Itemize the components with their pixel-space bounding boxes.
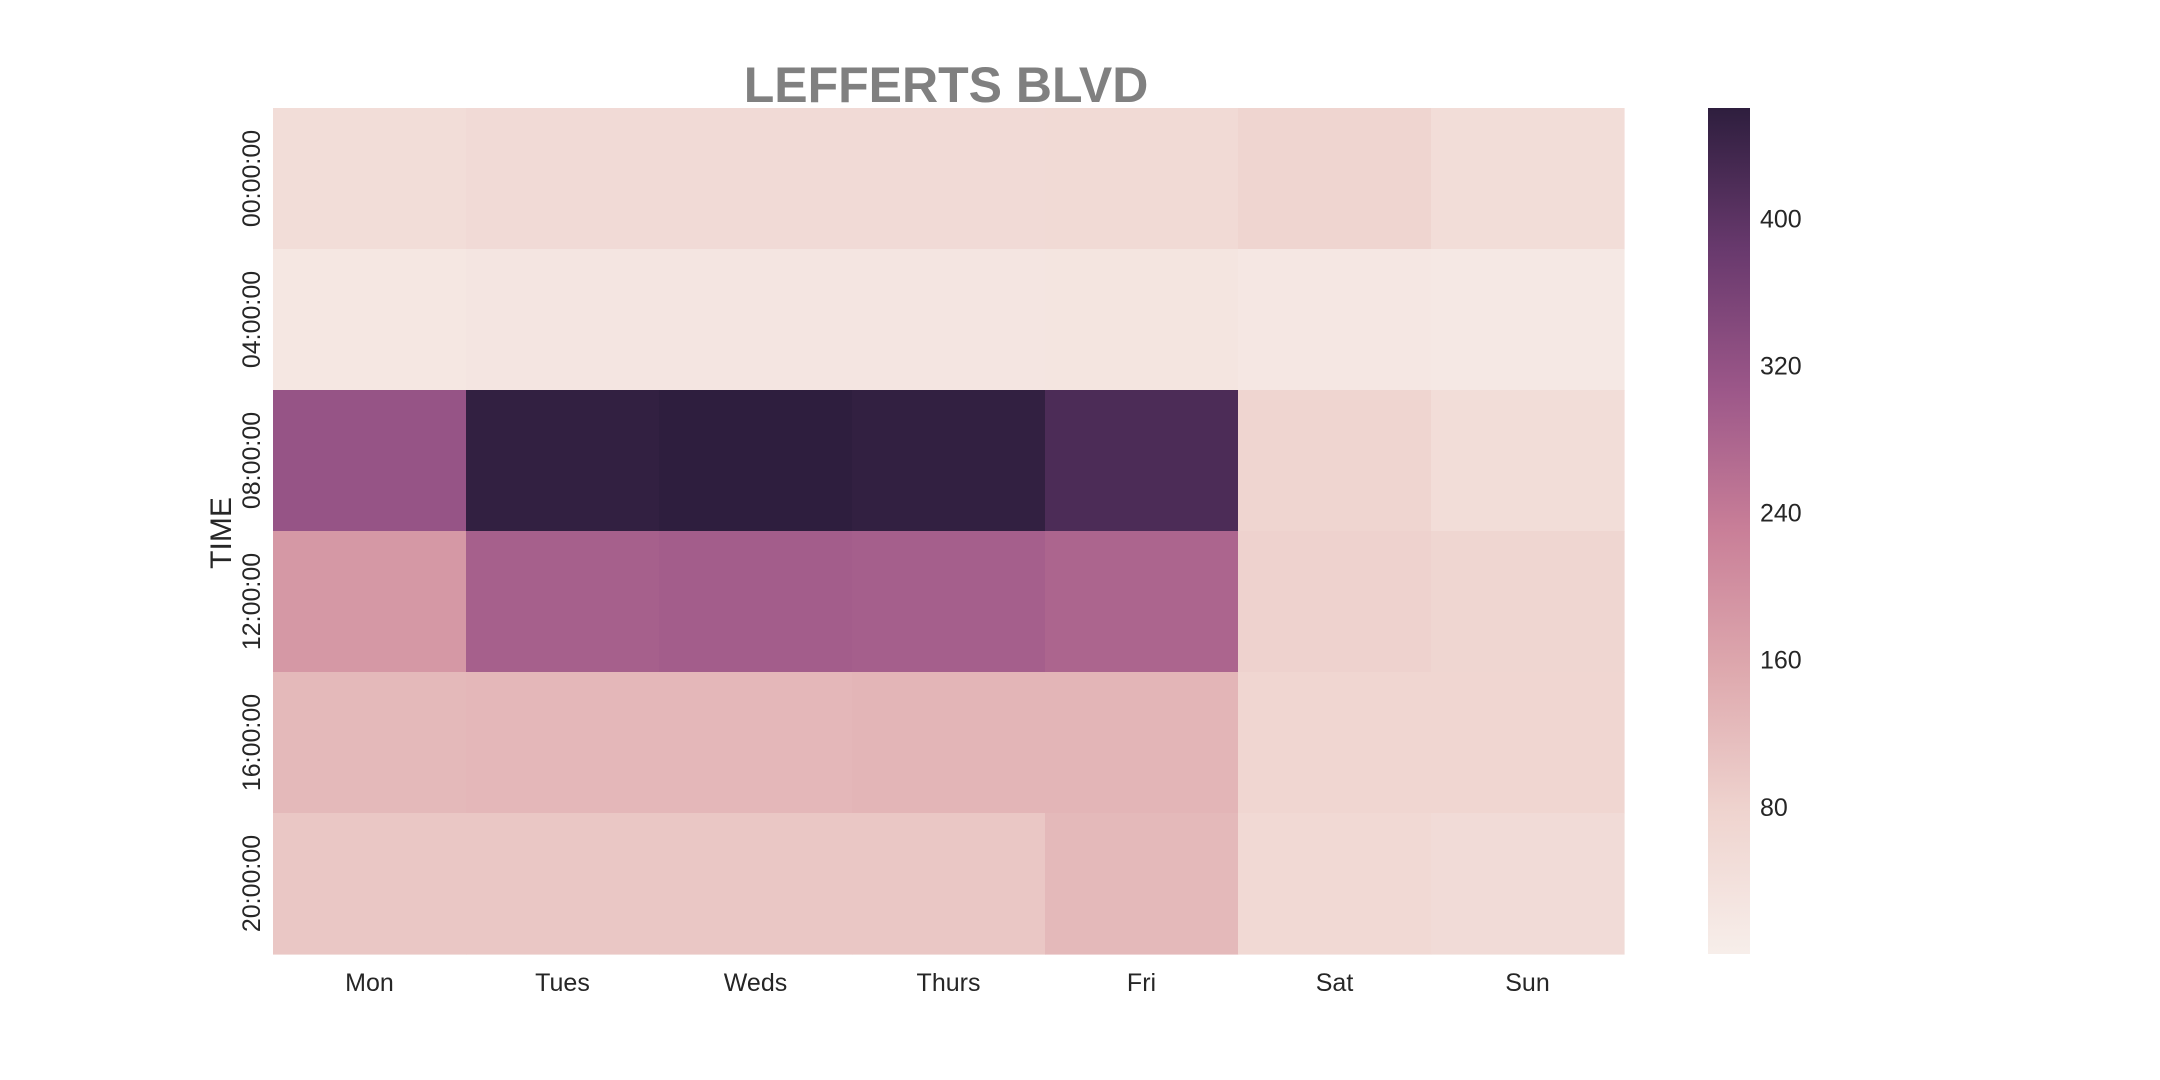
- heatmap-cell: [1238, 108, 1432, 250]
- heatmap-cell: [1431, 672, 1625, 814]
- heatmap-cell: [852, 813, 1046, 955]
- heatmap-cell: [1238, 531, 1432, 673]
- heatmap-cell: [852, 531, 1046, 673]
- y-axis-label: TIME: [205, 497, 238, 569]
- heatmap-cell: [466, 249, 660, 391]
- y-tick-label: 08:00:00: [238, 412, 266, 509]
- heatmap-cell: [1238, 672, 1432, 814]
- heatmap-cell: [659, 249, 853, 391]
- x-tick-label: Tues: [535, 969, 590, 997]
- heatmap-cell: [1431, 108, 1625, 250]
- heatmap-cell: [1238, 249, 1432, 391]
- heatmap-cell: [852, 108, 1046, 250]
- y-tick-label: 00:00:00: [238, 130, 266, 227]
- heatmap-cell: [1431, 249, 1625, 391]
- colorbar-tick-label: 160: [1760, 647, 1802, 675]
- heatmap-cell: [273, 249, 467, 391]
- y-tick-labels: 00:00:00 04:00:00 08:00:00 12:00:00 16:00:00…: [238, 130, 266, 932]
- heatmap-cell: [1045, 531, 1239, 673]
- y-tick-label: 04:00:00: [238, 271, 266, 368]
- heatmap-cell: [659, 672, 853, 814]
- x-tick-label: Sat: [1316, 969, 1354, 997]
- heatmap-cell: [1045, 390, 1239, 532]
- heatmap-cell: [1045, 672, 1239, 814]
- heatmap-cell: [659, 108, 853, 250]
- heatmap-cell: [852, 672, 1046, 814]
- heatmap-cell: [466, 531, 660, 673]
- heatmap-cell: [273, 390, 467, 532]
- heatmap-cell: [273, 672, 467, 814]
- heatmap-cell: [466, 813, 660, 955]
- heatmap-cell: [1431, 390, 1625, 532]
- heatmap-cell: [466, 390, 660, 532]
- heatmap-cell: [466, 672, 660, 814]
- x-tick-label: Fri: [1127, 969, 1156, 997]
- heatmap-cell: [659, 390, 853, 532]
- heatmap-cell: [659, 813, 853, 955]
- colorbar-tick-label: 400: [1760, 205, 1802, 233]
- x-tick-label: Sun: [1505, 969, 1549, 997]
- chart-title: LEFFERTS BLVD: [744, 57, 1149, 113]
- y-tick-label: 12:00:00: [238, 553, 266, 650]
- heatmap-cell: [273, 108, 467, 250]
- colorbar-tick-label: 320: [1760, 352, 1802, 380]
- colorbar: [1708, 108, 1750, 954]
- x-tick-label: Thurs: [917, 969, 981, 997]
- x-tick-label: Mon: [345, 969, 394, 997]
- heatmap-cell: [1431, 813, 1625, 955]
- heatmap-cells: [273, 108, 1625, 955]
- heatmap-cell: [273, 813, 467, 955]
- heatmap-cell: [1238, 813, 1432, 955]
- heatmap-cell: [1045, 813, 1239, 955]
- heatmap-cell: [273, 531, 467, 673]
- colorbar-tick-label: 80: [1760, 794, 1788, 822]
- heatmap-cell: [466, 108, 660, 250]
- heatmap-cell: [1431, 531, 1625, 673]
- x-tick-label: Weds: [724, 969, 787, 997]
- heatmap-cell: [659, 531, 853, 673]
- heatmap-cell: [852, 390, 1046, 532]
- heatmap-cell: [1045, 108, 1239, 250]
- heatmap-cell: [852, 249, 1046, 391]
- heatmap-cell: [1045, 249, 1239, 391]
- y-tick-label: 20:00:00: [238, 835, 266, 932]
- colorbar-tick-label: 240: [1760, 500, 1802, 528]
- x-tick-labels: Mon Tues Weds Thurs Fri Sat Sun: [345, 969, 1550, 997]
- heatmap-cell: [1238, 390, 1432, 532]
- colorbar-tick-labels: 80 160 240 320 400: [1760, 205, 1802, 822]
- y-tick-label: 16:00:00: [238, 694, 266, 791]
